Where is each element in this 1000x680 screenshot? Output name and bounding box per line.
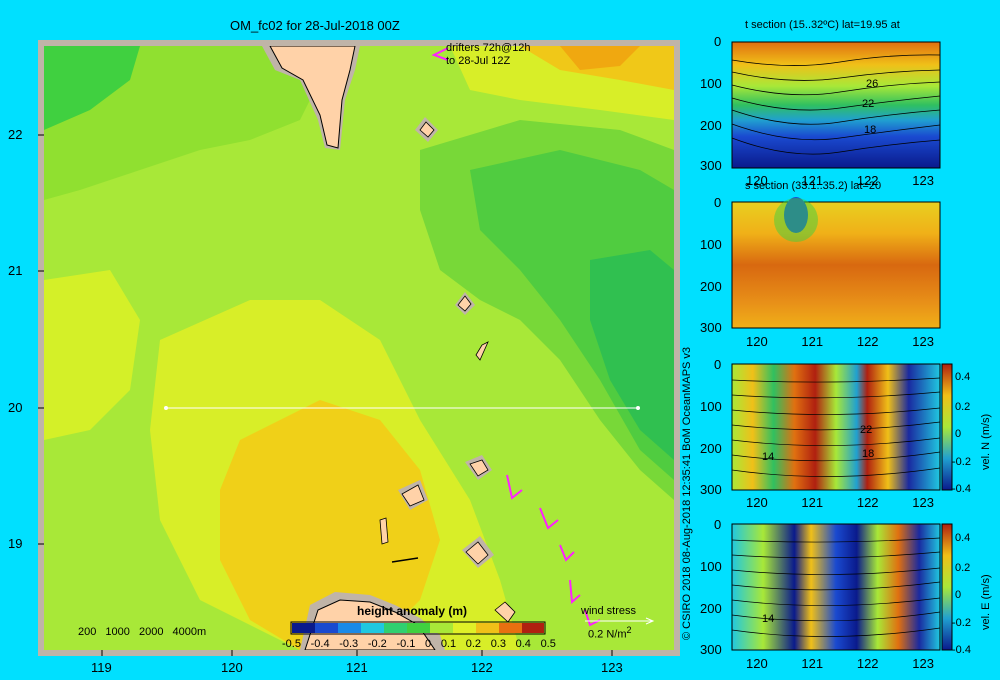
contour-label: 22	[860, 424, 873, 436]
depth-tick: 200	[700, 118, 722, 133]
lon-tick: 121	[346, 660, 368, 675]
lon-tick: 122	[471, 660, 493, 675]
vel-e-label: vel. E (m/s)	[980, 574, 992, 630]
wind-scale-value: 0.2 N/m2	[588, 625, 632, 641]
depth-tick: 100	[700, 237, 722, 252]
vel-n-section	[731, 363, 941, 491]
colorbar-title: height anomaly (m)	[357, 604, 468, 618]
vel-e-section	[731, 523, 941, 651]
section-panels	[731, 41, 953, 651]
main-map	[38, 40, 680, 656]
section-line	[164, 406, 640, 410]
drifters-sublabel: to 28-Jul 12Z	[446, 55, 511, 67]
vel-n-label: vel. N (m/s)	[980, 413, 992, 470]
vel-n-tick: 0	[955, 428, 962, 440]
contour-label: 14	[762, 613, 775, 625]
lon-tick: 119	[91, 660, 112, 675]
depth-tick: 0	[714, 195, 722, 210]
lat-tick: 20	[8, 400, 23, 415]
depth-tick: 0	[714, 34, 722, 49]
drifter-tracks	[431, 47, 601, 627]
lon-tick: 120	[221, 660, 243, 675]
height-colorbar	[290, 621, 546, 635]
vel-n-colorbar	[941, 363, 953, 491]
vel-n-tick: -0.4	[952, 483, 971, 495]
vel-e-tick: 0	[955, 589, 962, 601]
vel-e-colorbar	[941, 523, 953, 651]
depth-legend: 200 1000 2000 4000m	[78, 626, 207, 638]
map-title: OM_fc02 for 28-Jul-2018 00Z	[230, 18, 400, 33]
lon-tick: 123	[601, 660, 623, 675]
wind-stress-label: wind stress	[581, 605, 637, 617]
depth-tick: 200	[700, 279, 722, 294]
vel-e-tick: 0.2	[955, 562, 971, 574]
depth-tick: 300	[700, 320, 722, 335]
depth-tick: 100	[700, 76, 722, 91]
depth-tick: 0	[714, 517, 722, 532]
depth-tick: 100	[700, 399, 722, 414]
vel-n-tick: 0.2	[955, 401, 971, 413]
vel-e-tick: -0.2	[952, 617, 971, 629]
lat-tick: 19	[8, 536, 23, 551]
t-section-title: t section (15..32ºC) lat=19.95 at	[745, 19, 900, 31]
depth-tick: 0	[714, 357, 722, 372]
sea-height-field	[44, 46, 674, 650]
contour-label: 22	[862, 98, 875, 110]
contour-label: 26	[866, 78, 879, 90]
temperature-section	[731, 41, 941, 169]
contour-label: 14	[762, 451, 775, 463]
lon-ticks-p2: 120 121 122 123	[746, 334, 934, 349]
depth-tick: 300	[700, 158, 722, 173]
vel-e-tick: 0.4	[955, 532, 971, 544]
lon-ticks-p4: 120 121 122 123	[746, 656, 934, 671]
colorbar-ticks: -0.5 -0.4 -0.3 -0.2 -0.1 0 0.1 0.2 0.3 0.4 0.5	[282, 638, 556, 650]
depth-tick: 200	[700, 601, 722, 616]
lat-tick: 22	[8, 127, 23, 142]
vel-n-tick: -0.2	[952, 456, 971, 468]
depth-tick: 300	[700, 642, 722, 657]
vel-n-tick: 0.4	[955, 371, 971, 383]
contour-label: 18	[862, 448, 875, 460]
depth-tick: 200	[700, 441, 722, 456]
s-section-title: s section (33.1..35.2) lat=20	[745, 180, 882, 192]
lon-ticks-p1: 120 121 122 123	[746, 173, 934, 188]
lat-tick: 21	[8, 263, 23, 278]
salinity-section	[731, 197, 941, 329]
lon-ticks-p3: 120 121 122 123	[746, 495, 934, 510]
drifters-label: drifters 72h@12h	[446, 42, 531, 54]
depth-tick: 100	[700, 559, 722, 574]
contour-label: 18	[864, 124, 877, 136]
depth-tick: 300	[700, 482, 722, 497]
vel-e-tick: -0.4	[952, 644, 971, 656]
